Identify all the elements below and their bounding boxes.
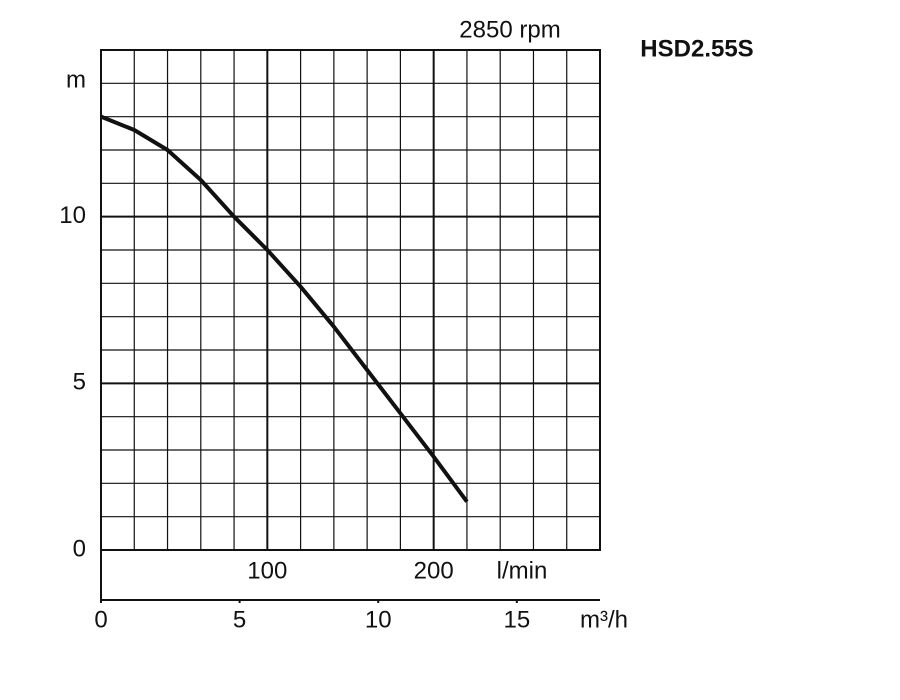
y-tick-label: 5: [73, 369, 86, 396]
x2-tick-label: 10: [365, 606, 392, 633]
y-axis-label: m: [66, 66, 86, 93]
x-tick-label: 100: [247, 557, 287, 584]
x2-tick-label: 0: [94, 606, 107, 633]
plot-frame: [100, 49, 601, 551]
x-axis-label: l/min: [497, 557, 548, 584]
chart-title: HSD2.55S: [640, 35, 753, 62]
curve: [100, 114, 469, 503]
x2-tick-label: 5: [233, 606, 246, 633]
y-tick-label: 0: [73, 535, 86, 562]
chart-subtitle: 2850 rpm: [459, 16, 560, 43]
y-tick-label: 10: [59, 202, 86, 229]
x-tick-label: 200: [414, 557, 454, 584]
x2-axis-label: m³/h: [580, 606, 628, 633]
x2-tick-label: 15: [503, 606, 530, 633]
